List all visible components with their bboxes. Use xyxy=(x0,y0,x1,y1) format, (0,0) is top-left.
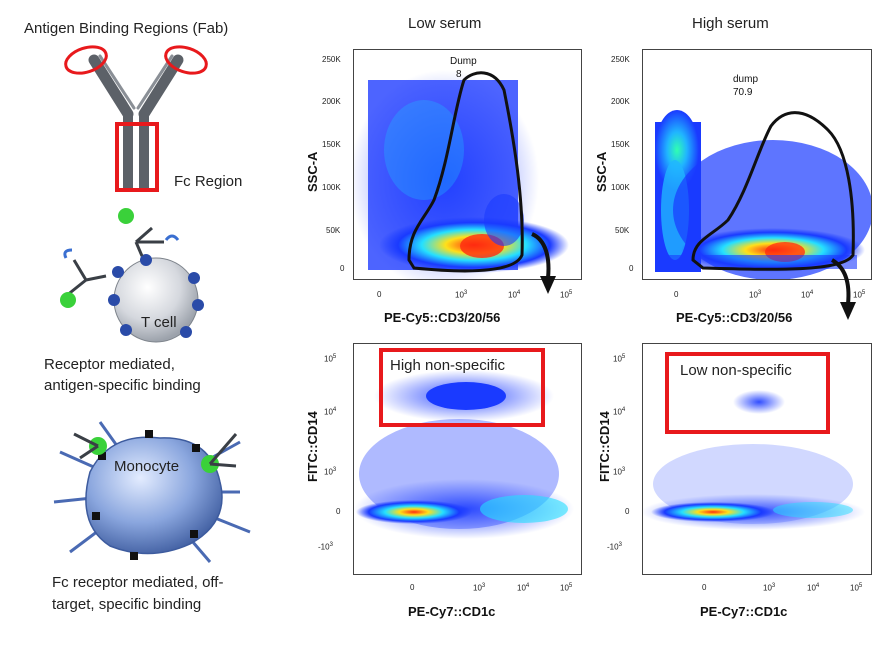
top-left-gate xyxy=(407,71,524,273)
bottom-right-ytick-1e3: 103 xyxy=(613,467,626,477)
bottom-right-xlabel: PE-Cy7::CD1c xyxy=(700,604,788,619)
low-non-specific-gate-box xyxy=(665,352,830,434)
column-title-low-serum: Low serum xyxy=(408,15,482,32)
top-right-ytick-0: 0 xyxy=(629,264,634,273)
top-right-gate-value: 70.9 xyxy=(733,87,753,98)
bottom-right-xtick-1e4: 104 xyxy=(807,583,820,593)
low-non-specific-label: Low non-specific xyxy=(680,362,792,379)
top-left-ytick-150k: 150K xyxy=(322,140,341,149)
t-cell-caption-2: antigen-specific binding xyxy=(44,377,201,394)
fab-label: Antigen Binding Regions (Fab) xyxy=(24,20,229,37)
top-left-xtick-1e4: 104 xyxy=(508,290,521,300)
antibody-diagram xyxy=(64,45,208,192)
top-left-ytick-200k: 200K xyxy=(322,97,341,106)
top-right-ytick-50k: 50K xyxy=(615,226,630,235)
top-right-ytick-200k: 200K xyxy=(611,97,630,106)
bottom-left-ytick-1e5: 105 xyxy=(324,354,337,364)
bottom-left-xlabel: PE-Cy7::CD1c xyxy=(408,604,496,619)
top-right-gate-name: dump xyxy=(733,74,759,85)
top-right-plot: dump 70.9 xyxy=(642,49,872,280)
fc-region-box xyxy=(115,122,159,192)
bottom-left-xtick-1e3: 103 xyxy=(473,583,486,593)
bottom-right-ytick-0: 0 xyxy=(625,507,630,516)
top-right-xtick-0: 0 xyxy=(674,290,679,299)
top-left-ytick-100k: 100K xyxy=(322,183,341,192)
bottom-right-xtick-1e3: 103 xyxy=(763,583,776,593)
bottom-left-xtick-0: 0 xyxy=(410,583,415,592)
bottom-right-ytick-1e4: 104 xyxy=(613,407,626,417)
top-left-xtick-1e3: 103 xyxy=(455,290,468,300)
monocyte-label: Monocyte xyxy=(114,458,180,475)
top-right-xtick-1e4: 104 xyxy=(801,290,814,300)
bottom-left-ytick-neg1e3: -103 xyxy=(318,542,333,552)
t-cell-label: T cell xyxy=(141,314,177,331)
monocyte-caption-1: Fc receptor mediated, off- xyxy=(52,574,224,591)
top-right-ytick-100k: 100K xyxy=(611,183,630,192)
bottom-right-ytick-neg1e3: -103 xyxy=(607,542,622,552)
bottom-right-plot xyxy=(642,343,872,575)
top-left-ytick-0: 0 xyxy=(340,264,345,273)
bottom-right-xtick-0: 0 xyxy=(702,583,707,592)
arrow-down-icon xyxy=(531,232,556,294)
top-right-ytick-150k: 150K xyxy=(611,140,630,149)
top-right-ylabel: SSC-A xyxy=(594,151,609,192)
top-left-xlabel: PE-Cy5::CD3/20/56 xyxy=(384,310,501,325)
fab-left-ellipse xyxy=(64,45,108,75)
bottom-left-ytick-1e3: 103 xyxy=(324,467,337,477)
column-title-high-serum: High serum xyxy=(692,15,769,32)
bottom-right-ytick-1e5: 105 xyxy=(613,354,626,364)
top-left-gate-name: Dump xyxy=(450,56,477,67)
bottom-left-xtick-1e4: 104 xyxy=(517,583,530,593)
t-cell-caption-1: Receptor mediated, xyxy=(44,356,175,373)
top-right-gate xyxy=(691,111,855,271)
bottom-left-ytick-1e4: 104 xyxy=(324,407,337,417)
top-left-gate-value: 8 xyxy=(456,69,462,80)
top-left-plot: Dump 8 xyxy=(353,49,582,280)
bottom-right-xtick-1e5: 105 xyxy=(850,583,863,593)
top-left-ytick-50k: 50K xyxy=(326,226,341,235)
bottom-left-xtick-1e5: 105 xyxy=(560,583,573,593)
top-left-xtick-1e5: 105 xyxy=(560,290,573,300)
high-non-specific-label: High non-specific xyxy=(390,357,506,374)
monocyte-caption-2: target, specific binding xyxy=(52,596,202,613)
arrow-down-icon xyxy=(830,258,856,320)
fc-label: Fc Region xyxy=(174,173,243,190)
bottom-left-ylabel: FITC::CD14 xyxy=(305,411,320,482)
top-left-ylabel: SSC-A xyxy=(305,151,320,192)
top-right-xtick-1e3: 103 xyxy=(749,290,762,300)
monocyte-illustration xyxy=(53,421,251,563)
top-right-xlabel: PE-Cy5::CD3/20/56 xyxy=(676,310,793,325)
top-right-xtick-1e5: 105 xyxy=(853,290,866,300)
fab-right-ellipse xyxy=(164,45,208,75)
top-left-ytick-250k: 250K xyxy=(322,55,341,64)
high-non-specific-gate-box xyxy=(379,348,545,427)
top-right-ytick-250k: 250K xyxy=(611,55,630,64)
bottom-left-plot xyxy=(353,343,582,575)
bottom-right-ylabel: FITC::CD14 xyxy=(597,411,612,482)
bottom-left-ytick-0: 0 xyxy=(336,507,341,516)
t-cell-illustration xyxy=(60,208,204,343)
top-left-xtick-0: 0 xyxy=(377,290,382,299)
